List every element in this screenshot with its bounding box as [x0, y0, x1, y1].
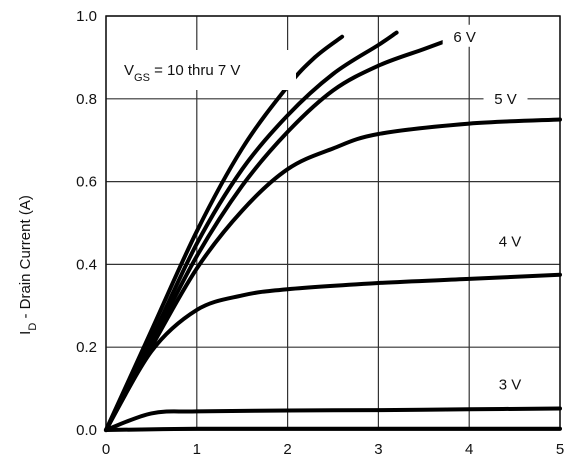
curve-10v	[104, 34, 345, 432]
y-tick-label: 0.0	[76, 422, 97, 439]
curve-5v	[104, 272, 562, 432]
vgs-annotation-main: V	[124, 62, 134, 79]
x-tick-label: 2	[283, 441, 291, 458]
curve-label: 5 V	[494, 91, 517, 108]
curve-label: 6 V	[453, 29, 476, 46]
y-tick-labels: 0.0 0.2 0.4 0.6 0.8 1.0	[76, 8, 97, 439]
y-tick-label: 1.0	[76, 8, 97, 25]
vgs-annotation: VGS = 10 thru 7 V	[118, 50, 296, 90]
y-tick-label: 0.8	[76, 91, 97, 108]
vgs-annotation-text: VGS = 10 thru 7 V	[124, 62, 240, 84]
curve-4v	[104, 406, 562, 432]
curve-8v	[104, 38, 449, 432]
y-axis-label-main: I	[17, 331, 34, 335]
curve-label-background	[442, 24, 487, 47]
curve-label: 4 V	[499, 234, 522, 251]
curves	[104, 30, 562, 432]
curve-9v	[104, 30, 399, 432]
curve-labels: 6 V 5 V 4 V 3 V	[442, 24, 533, 395]
curve-label-background	[488, 372, 533, 395]
x-tick-label: 3	[374, 441, 382, 458]
vgs-annotation-background	[118, 50, 296, 90]
y-axis-label: ID - Drain Current (A)	[17, 195, 39, 335]
curve-label: 3 V	[499, 377, 522, 394]
x-tick-label: 0	[102, 441, 110, 458]
y-tick-label: 0.6	[76, 174, 97, 191]
y-tick-label: 0.4	[76, 256, 97, 273]
curve-6v	[104, 117, 562, 432]
x-tick-labels: 0 1 2 3 4 5	[102, 441, 564, 458]
vgs-annotation-rest: = 10 thru 7 V	[150, 62, 240, 79]
x-tick-label: 1	[193, 441, 201, 458]
curve-label-background	[488, 229, 533, 252]
y-axis-label-rest: - Drain Current (A)	[17, 195, 34, 323]
vgs-annotation-sub: GS	[134, 72, 150, 84]
x-tick-label: 5	[556, 441, 564, 458]
x-tick-label: 4	[465, 441, 473, 458]
y-tick-label: 0.2	[76, 339, 97, 356]
y-axis-label-sub: D	[27, 323, 39, 331]
curve-label-background	[483, 86, 528, 109]
curve-3v	[104, 426, 562, 432]
